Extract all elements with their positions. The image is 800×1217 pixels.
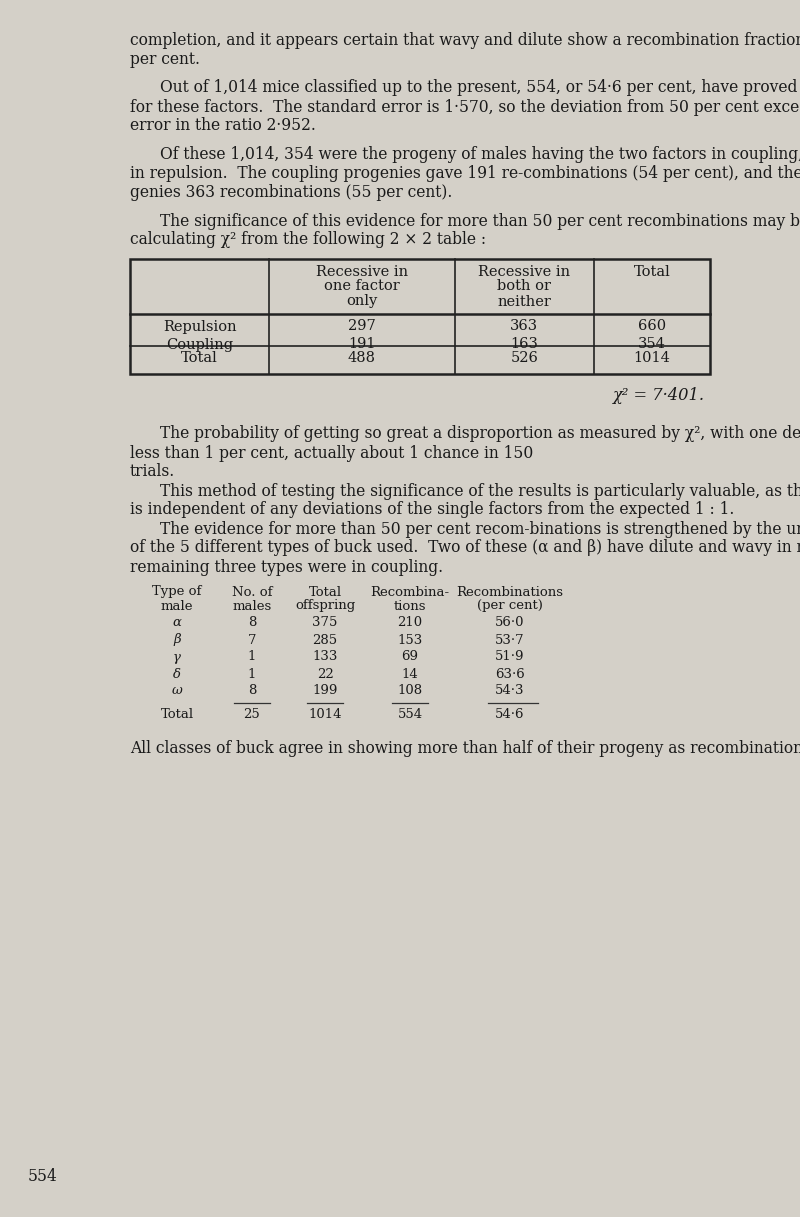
Text: one factor: one factor — [324, 280, 400, 293]
Text: genies 363 recombinations (55 per cent).: genies 363 recombinations (55 per cent). — [130, 184, 452, 201]
Text: 354: 354 — [638, 337, 666, 352]
Text: Total: Total — [161, 708, 194, 722]
Text: No. of: No. of — [232, 585, 272, 599]
Text: completion, and it appears certain that wavy and dilute show a recombination fra: completion, and it appears certain that … — [130, 32, 800, 49]
Text: 1: 1 — [248, 651, 256, 663]
Text: 199: 199 — [312, 684, 338, 697]
Text: α: α — [173, 617, 182, 629]
Text: 54·6: 54·6 — [495, 708, 525, 722]
Text: Of these 1,014, 354 were the progeny of males having the two factors in coupling: Of these 1,014, 354 were the progeny of … — [160, 146, 800, 163]
Text: 285: 285 — [313, 634, 338, 646]
Text: 210: 210 — [398, 617, 422, 629]
Text: 1014: 1014 — [634, 352, 670, 365]
Text: 191: 191 — [348, 337, 376, 352]
Text: 54·3: 54·3 — [495, 684, 525, 697]
Text: 153: 153 — [398, 634, 422, 646]
Text: per cent.: per cent. — [130, 51, 200, 68]
Text: males: males — [232, 600, 272, 612]
Text: Total: Total — [309, 585, 342, 599]
Text: Out of 1,014 mice classified up to the present, 554, or 54·6 per cent, have prov: Out of 1,014 mice classified up to the p… — [160, 79, 800, 96]
Text: β: β — [173, 634, 181, 646]
Text: 526: 526 — [510, 352, 538, 365]
Text: Recombina-: Recombina- — [370, 585, 450, 599]
Text: 163: 163 — [510, 337, 538, 352]
Text: 554: 554 — [28, 1168, 58, 1185]
Text: γ: γ — [173, 651, 181, 663]
Text: χ² = 7·401.: χ² = 7·401. — [613, 387, 705, 404]
Text: 53·7: 53·7 — [495, 634, 525, 646]
Text: less than 1 per cent, actually about 1 chance in 150: less than 1 per cent, actually about 1 c… — [130, 444, 534, 461]
Text: 14: 14 — [402, 667, 418, 680]
Text: 554: 554 — [398, 708, 422, 722]
Text: male: male — [161, 600, 194, 612]
Text: both or: both or — [498, 280, 551, 293]
Text: 1: 1 — [248, 667, 256, 680]
Text: Coupling: Coupling — [166, 337, 233, 352]
Text: The probability of getting so great a disproportion as measured by χ², with one : The probability of getting so great a di… — [160, 426, 800, 443]
Text: Recombinations: Recombinations — [457, 585, 563, 599]
Text: All classes of buck agree in showing more than half of their progeny as recombin: All classes of buck agree in showing mor… — [130, 740, 800, 757]
Text: 660: 660 — [638, 320, 666, 333]
Text: 297: 297 — [348, 320, 376, 333]
Text: in repulsion.  The coupling progenies gave 191 re-combinations (54 per cent), an: in repulsion. The coupling progenies gav… — [130, 166, 800, 183]
Text: 133: 133 — [312, 651, 338, 663]
Text: 7: 7 — [248, 634, 256, 646]
Text: δ: δ — [173, 667, 181, 680]
Text: 8: 8 — [248, 684, 256, 697]
Text: neither: neither — [498, 295, 551, 308]
Text: 51·9: 51·9 — [495, 651, 525, 663]
Text: only: only — [346, 295, 378, 308]
Text: offspring: offspring — [295, 600, 355, 612]
Text: 363: 363 — [510, 320, 538, 333]
Text: is independent of any deviations of the single factors from the expected 1 : 1.: is independent of any deviations of the … — [130, 501, 734, 518]
Text: 56·0: 56·0 — [495, 617, 525, 629]
Text: error in the ratio 2·952.: error in the ratio 2·952. — [130, 118, 316, 135]
Text: trials.: trials. — [130, 464, 175, 481]
Text: This method of testing the significance of the results is particularly valuable,: This method of testing the significance … — [160, 482, 800, 499]
Text: Recessive in: Recessive in — [478, 264, 570, 279]
Text: remaining three types were in coupling.: remaining three types were in coupling. — [130, 559, 443, 576]
Text: Total: Total — [182, 352, 218, 365]
Text: The significance of this evidence for more than 50 per cent recombinations may b: The significance of this evidence for mo… — [160, 213, 800, 230]
Text: Recessive in: Recessive in — [316, 264, 408, 279]
Text: Type of: Type of — [152, 585, 202, 599]
Text: 69: 69 — [402, 651, 418, 663]
Text: for these factors.  The standard error is 1·570, so the deviation from 50 per ce: for these factors. The standard error is… — [130, 99, 800, 116]
Text: (per cent): (per cent) — [477, 600, 543, 612]
Text: 375: 375 — [312, 617, 338, 629]
Text: 488: 488 — [348, 352, 376, 365]
Text: 63·6: 63·6 — [495, 667, 525, 680]
Text: of the 5 different types of buck used.  Two of these (α and β) have dilute and w: of the 5 different types of buck used. T… — [130, 539, 800, 556]
Bar — [130, 258, 710, 374]
Text: 108: 108 — [398, 684, 422, 697]
Text: 8: 8 — [248, 617, 256, 629]
Text: Repulsion: Repulsion — [162, 320, 237, 333]
Text: tions: tions — [394, 600, 426, 612]
Text: Total: Total — [634, 264, 670, 279]
Text: 1014: 1014 — [308, 708, 342, 722]
Text: 25: 25 — [244, 708, 260, 722]
Text: 22: 22 — [317, 667, 334, 680]
Text: The evidence for more than 50 per cent recom-binations is strengthened by the un: The evidence for more than 50 per cent r… — [160, 521, 800, 538]
Text: calculating χ² from the following 2 × 2 table :: calculating χ² from the following 2 × 2 … — [130, 231, 486, 248]
Text: ω: ω — [172, 684, 182, 697]
